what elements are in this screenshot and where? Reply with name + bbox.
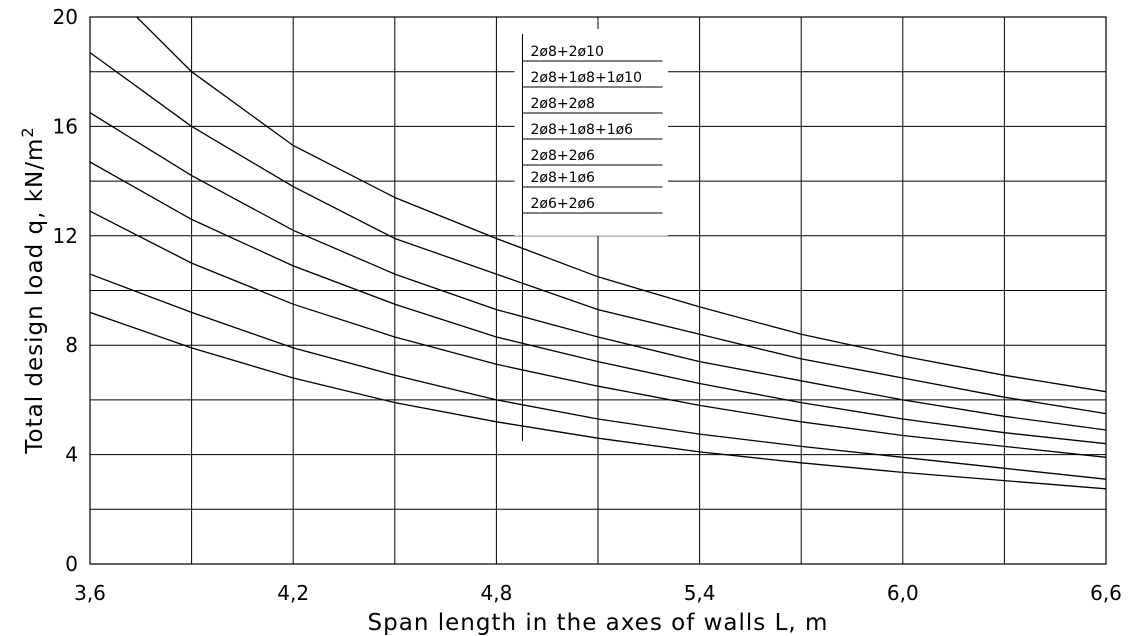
series-line <box>90 273 1106 480</box>
y-tick-label: 0 <box>65 552 78 576</box>
y-tick-labels: 0 4 8 12 16 20 <box>53 5 78 576</box>
x-axis-label: Span length in the axes of walls L, m <box>368 610 829 636</box>
legend-label: 2ø6+2ø6 <box>530 196 595 212</box>
y-tick-label: 8 <box>65 333 78 357</box>
y-axis-label-superscript: 2 <box>18 126 37 137</box>
legend-label: 2ø8+1ø8+1ø10 <box>530 70 642 86</box>
x-tick-label: 4,8 <box>480 581 512 605</box>
legend-background <box>514 29 668 236</box>
x-tick-label: 6,6 <box>1090 581 1122 605</box>
legend-label: 2ø8+2ø6 <box>530 148 595 164</box>
legend-label: 2ø8+1ø6 <box>530 170 595 186</box>
legend: 2ø8+2ø10 2ø8+1ø8+1ø10 2ø8+2ø8 2ø8+1ø8+1ø6 2ø… <box>514 29 668 441</box>
x-tick-label: 6,0 <box>887 581 919 605</box>
series-line <box>90 210 1106 458</box>
legend-label: 2ø8+1ø8+1ø6 <box>530 122 633 138</box>
y-tick-label: 16 <box>53 114 78 138</box>
plot-frame <box>89 16 1107 565</box>
y-tick-label: 4 <box>65 443 78 467</box>
x-tick-label: 3,6 <box>74 581 106 605</box>
x-tick-label: 4,2 <box>277 581 309 605</box>
y-axis-label-main: Total design load q, kN/m <box>22 138 48 455</box>
series-line <box>90 311 1106 490</box>
y-tick-label: 20 <box>53 5 78 29</box>
y-tick-label: 12 <box>53 224 78 248</box>
legend-label: 2ø8+2ø8 <box>530 96 595 112</box>
series-line <box>90 112 1106 431</box>
series-line <box>135 17 1106 393</box>
series-line <box>90 161 1106 445</box>
x-tick-label: 5,4 <box>684 581 716 605</box>
legend-label: 2ø8+2ø10 <box>530 44 603 60</box>
series-layer <box>90 17 1106 490</box>
y-axis-label: Total design load q, kN/m2 <box>18 126 48 454</box>
x-tick-labels: 3,6 4,2 4,8 5,4 6,0 6,6 <box>74 581 1122 605</box>
series-line <box>90 52 1106 415</box>
